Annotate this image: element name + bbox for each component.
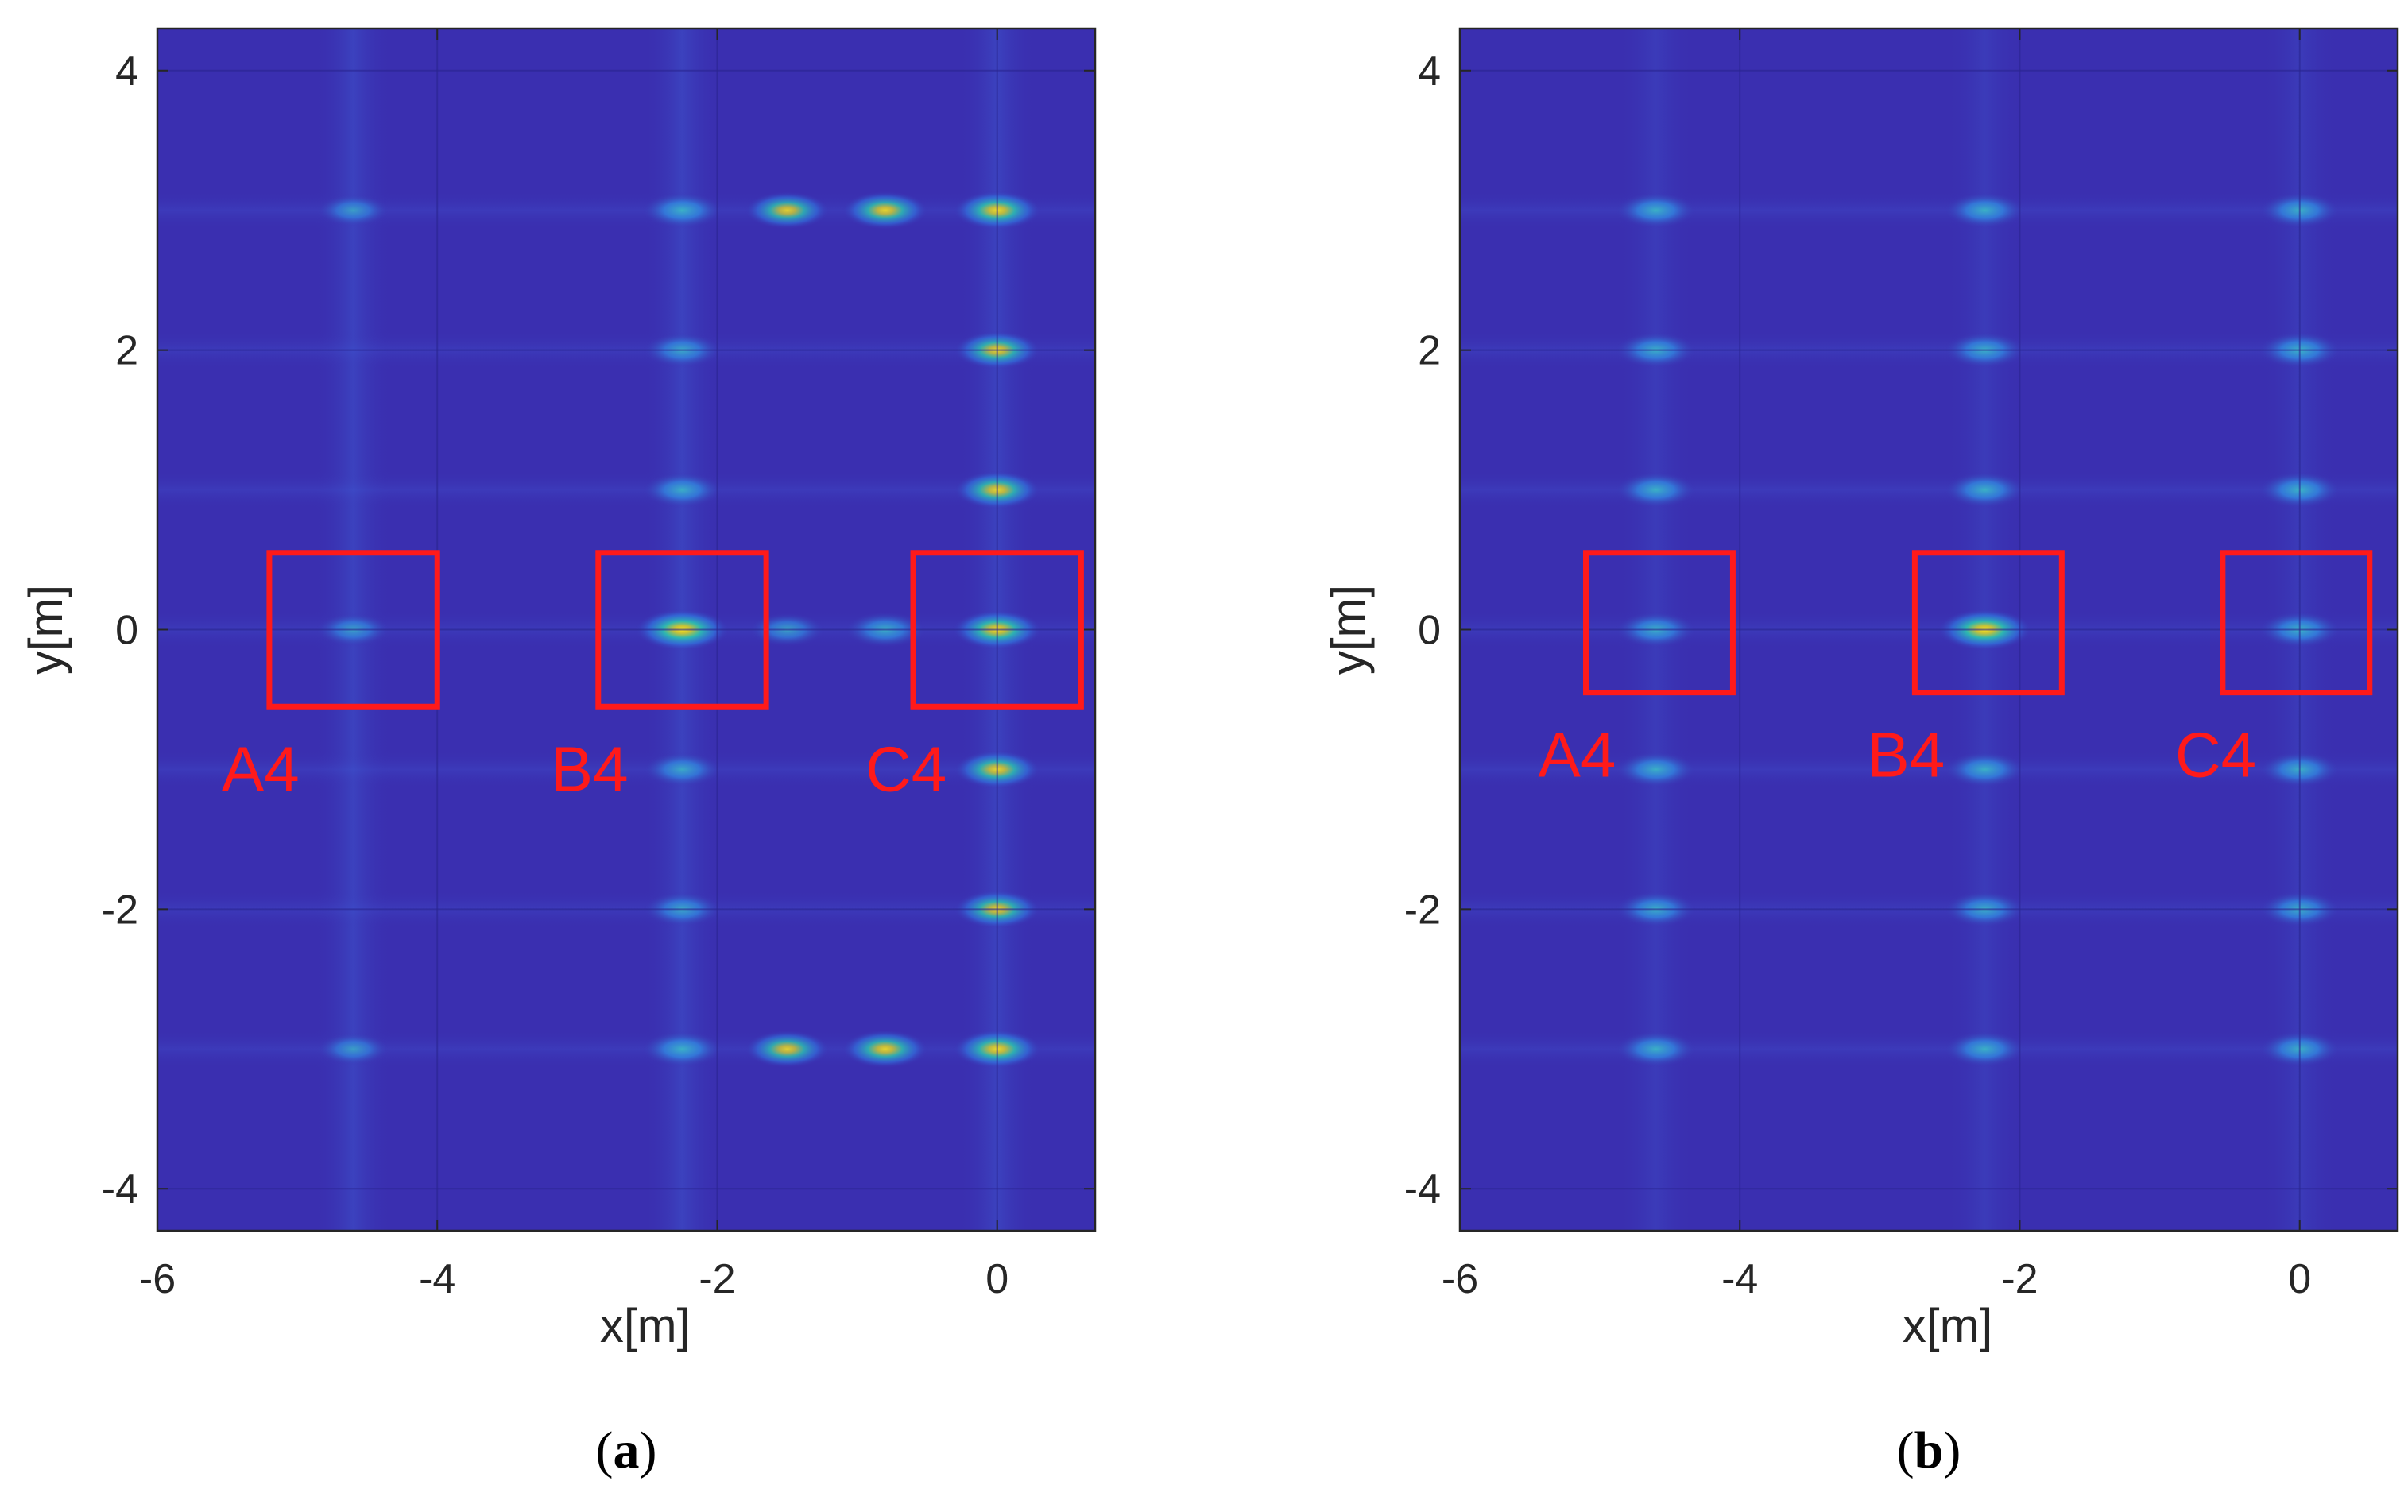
y-axis-label: y[m] (19, 585, 72, 675)
annotation-box (1911, 550, 2065, 696)
y-tick-label: -2 (1404, 887, 1441, 933)
row-glow (157, 191, 1095, 230)
annotation-box (2220, 550, 2373, 696)
annotation-box-label: A4 (1539, 720, 1616, 791)
heat-spot (641, 1031, 723, 1068)
heat-spot (842, 1030, 929, 1069)
y-axis-label: y[m] (1322, 585, 1375, 675)
heat-spot (1944, 1031, 2026, 1068)
heat-spot (842, 191, 929, 230)
y-tick-label: 4 (1418, 48, 1441, 95)
x-tick-label: 0 (985, 1256, 1008, 1302)
x-tick-label: -4 (419, 1256, 455, 1302)
x-axis-label: x[m] (600, 1299, 690, 1352)
x-axis-label: x[m] (1903, 1299, 1992, 1352)
heat-spot (643, 752, 722, 787)
caption-b: (b) (1897, 1421, 1961, 1479)
x-tick-label: 0 (2288, 1256, 2311, 1302)
annotation-box (910, 550, 1084, 710)
y-tick-label: 4 (115, 48, 138, 95)
x-tick-label: -6 (139, 1256, 176, 1302)
heat-spot (316, 194, 390, 227)
row-glow (157, 1029, 1095, 1069)
y-tick-label: -4 (102, 1166, 138, 1212)
y-tick-label: -4 (1404, 1166, 1441, 1212)
annotation-box (266, 550, 440, 710)
x-tick-label: -2 (2001, 1256, 2038, 1302)
annotation-box-label: B4 (551, 733, 629, 804)
heat-spot (1615, 1031, 1697, 1068)
heat-spot (642, 472, 722, 509)
heat-spot (641, 191, 723, 229)
x-tick-label: -2 (699, 1256, 735, 1302)
x-tick-label: -6 (1442, 1256, 1478, 1302)
y-tick-label: 2 (1418, 328, 1441, 374)
annotation-box-label: A4 (222, 733, 300, 804)
heat-spot (1615, 471, 1697, 509)
y-tick-label: 2 (115, 328, 138, 374)
annotation-box (1583, 550, 1736, 696)
heat-spot (1944, 471, 2026, 509)
heat-spot (1615, 191, 1697, 229)
annotation-box (595, 550, 769, 710)
y-tick-label: 0 (1418, 608, 1441, 654)
heat-spot (1615, 751, 1697, 788)
heat-spot (316, 1032, 390, 1065)
heat-spot (1944, 191, 2026, 229)
annotation-box-label: B4 (1867, 720, 1945, 791)
row-glow (1460, 1029, 2398, 1069)
caption-a: (a) (596, 1421, 657, 1479)
annotation-box-label: C4 (865, 733, 947, 804)
y-tick-label: 0 (115, 608, 138, 654)
heat-spot (744, 1030, 830, 1069)
x-tick-label: -4 (1721, 1256, 1758, 1302)
row-glow (157, 749, 1095, 790)
caption-a-letter: a (614, 1421, 640, 1479)
caption-b-letter: b (1914, 1421, 1944, 1479)
y-tick-label: -2 (102, 887, 138, 933)
heat-spot (1944, 751, 2026, 788)
row-glow (1460, 191, 2398, 230)
row-glow (157, 470, 1095, 510)
row-glow (1460, 470, 2398, 510)
annotation-box-label: C4 (2175, 720, 2256, 791)
heat-spot (744, 191, 830, 230)
